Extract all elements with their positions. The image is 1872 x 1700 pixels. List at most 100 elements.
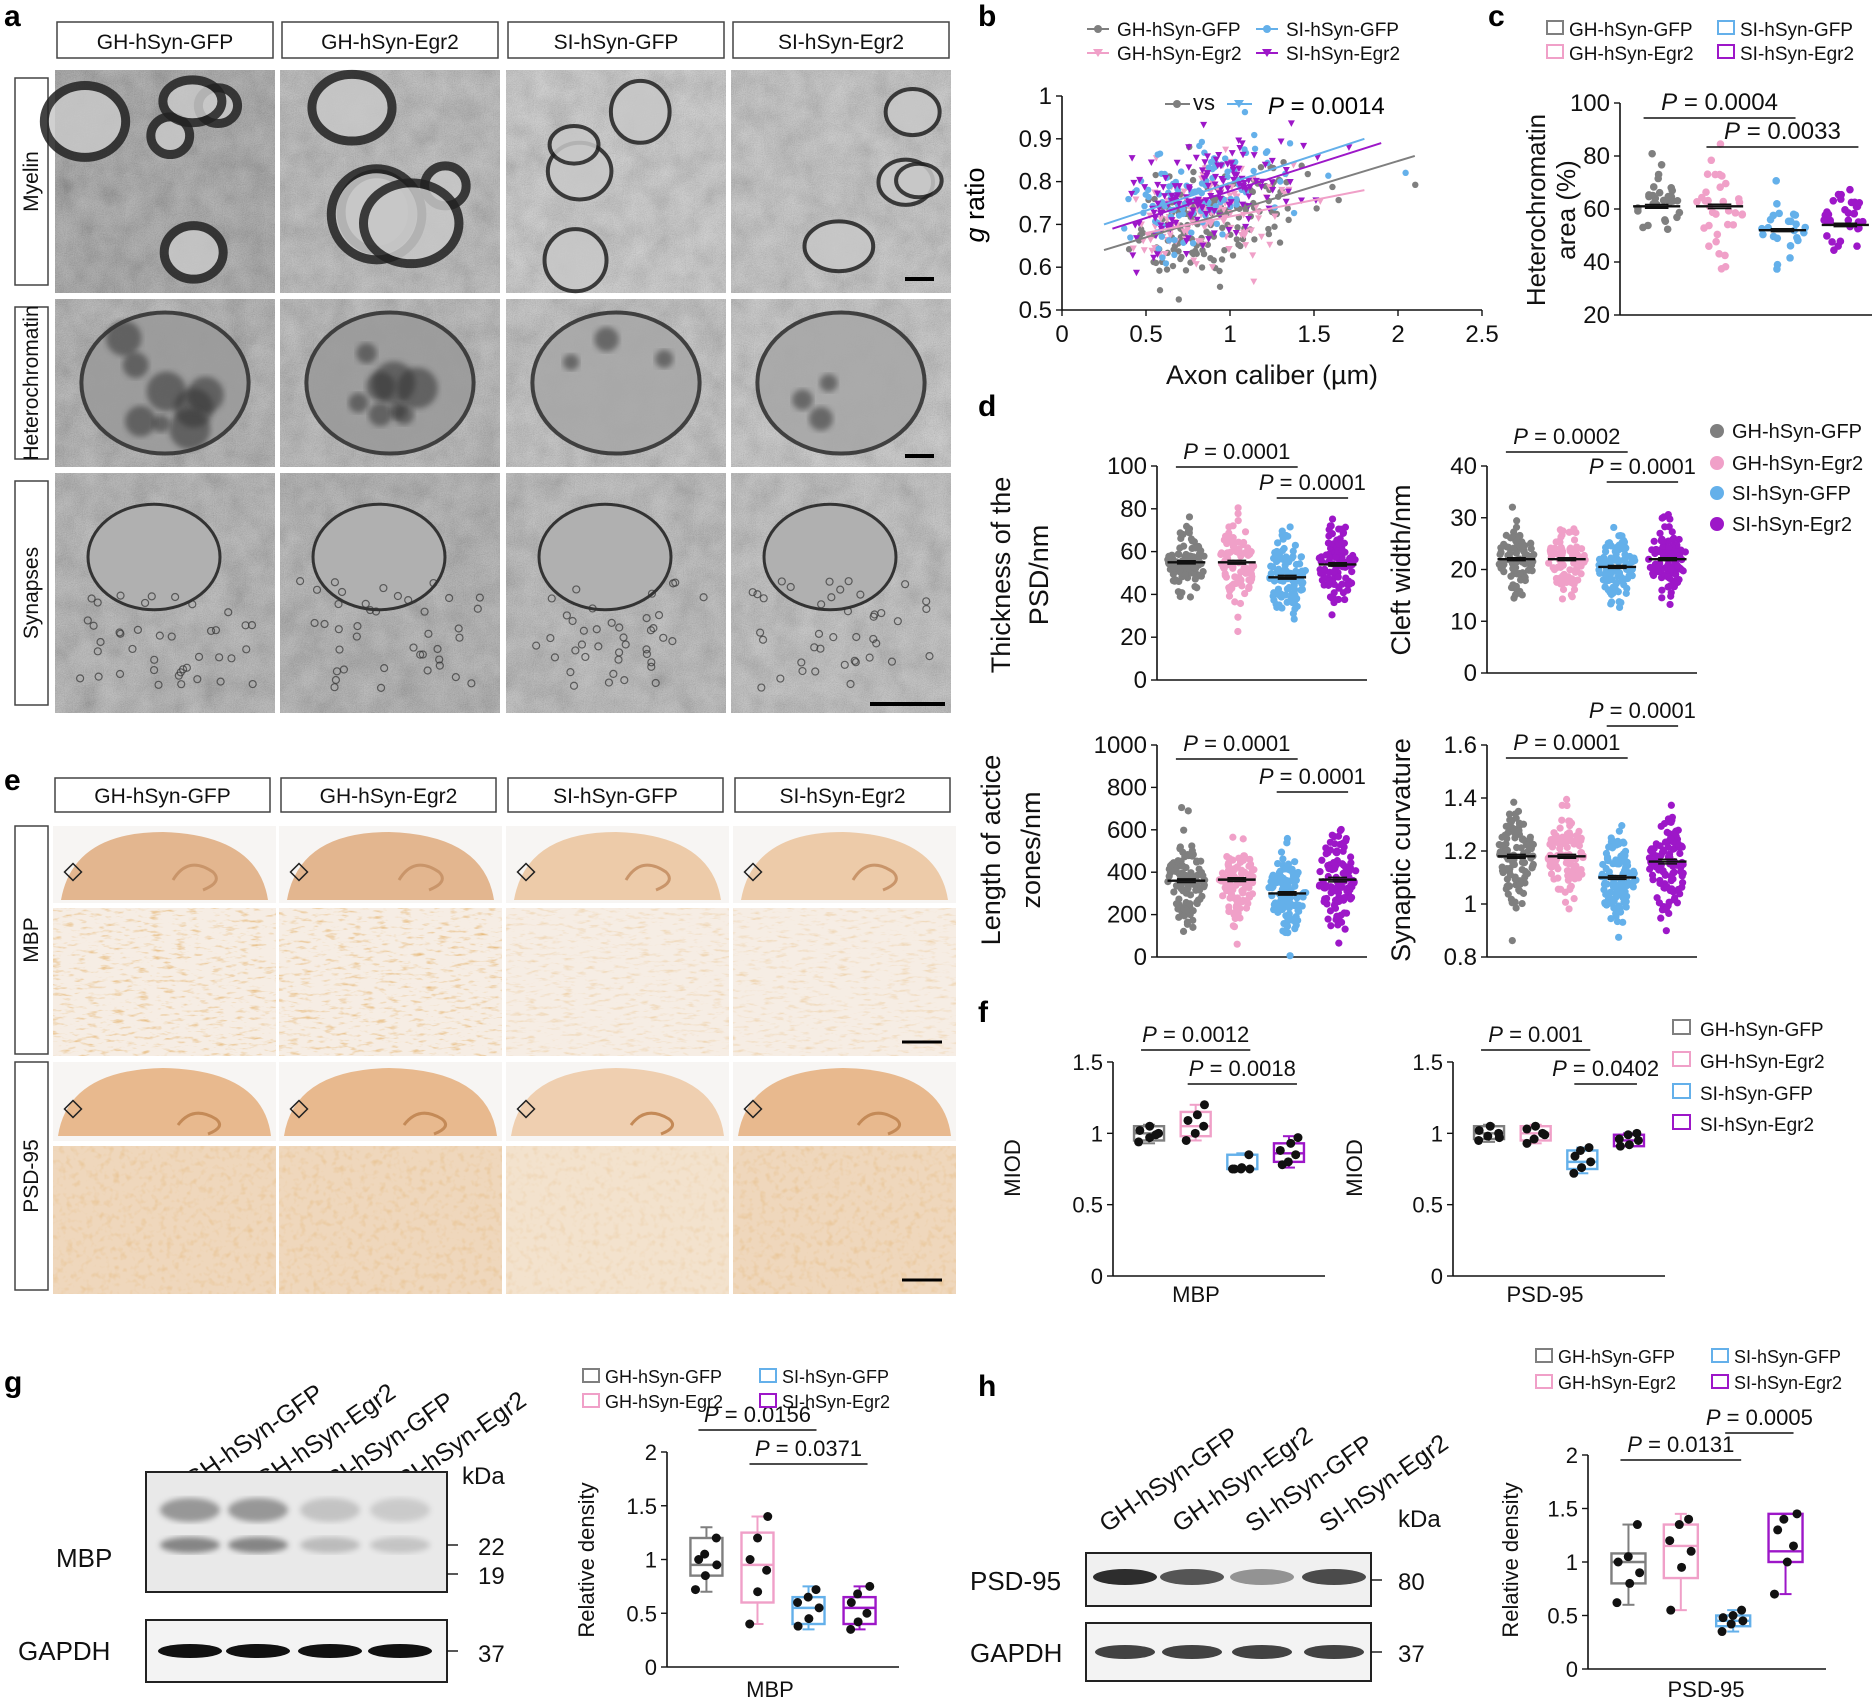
data-point	[1235, 854, 1243, 862]
y-axis-label-line2: PSD/nm	[1024, 525, 1054, 626]
comparison-0-label-val: = 0.0131	[1642, 1432, 1734, 1457]
data-point	[1232, 881, 1240, 889]
synaptic-vesicle	[171, 592, 180, 602]
data-point	[1236, 145, 1244, 152]
fit-line	[1103, 137, 1365, 226]
data-point	[1154, 151, 1161, 158]
hippocampus	[629, 1111, 675, 1136]
data-point	[1290, 209, 1298, 217]
data-point	[1290, 615, 1298, 623]
data-point	[1562, 795, 1571, 803]
synaptic-vesicle	[182, 663, 191, 672]
data-point	[1339, 869, 1347, 877]
data-point	[1275, 1145, 1285, 1155]
data-point	[1142, 191, 1149, 198]
data-point	[1291, 605, 1299, 613]
synaptic-vesicle	[393, 591, 403, 601]
data-point	[1326, 838, 1334, 846]
y-axis-label-line1: Thickness of the	[986, 477, 1016, 674]
data-point	[1151, 1130, 1161, 1140]
data-point	[1526, 835, 1534, 843]
synaptic-vesicle	[546, 633, 555, 643]
synaptic-vesicle	[87, 594, 96, 603]
comparison-1-label-p: P	[1259, 764, 1274, 789]
data-point	[1298, 585, 1306, 594]
synaptic-vesicle	[647, 589, 657, 598]
data-point	[1584, 1143, 1594, 1153]
data-point	[1284, 188, 1292, 196]
synaptic-vesicle	[404, 596, 413, 605]
data-point	[1167, 221, 1175, 229]
data-point	[1675, 208, 1684, 217]
legend-label: GH-hSyn-GFP	[1117, 20, 1241, 41]
data-point	[1225, 246, 1233, 253]
data-point	[1172, 220, 1180, 227]
synaptic-vesicle	[361, 599, 370, 608]
data-point	[1179, 530, 1187, 539]
data-point	[1666, 600, 1674, 609]
legend-label: GH-hSyn-Egr2	[1558, 1373, 1676, 1393]
data-point	[1338, 580, 1346, 588]
data-point	[1293, 1133, 1303, 1143]
data-point	[1286, 900, 1294, 908]
synaptic-vesicle	[445, 593, 454, 603]
data-point	[1329, 183, 1336, 191]
data-point	[1207, 221, 1215, 228]
data-point	[1279, 855, 1287, 863]
synaptic-vesicle	[811, 667, 820, 676]
data-point	[1325, 864, 1333, 873]
data-point	[1855, 198, 1864, 207]
ihc-overview-psd	[506, 1062, 729, 1141]
legend-label: GH-hSyn-Egr2	[605, 1392, 723, 1412]
blot-h: GH-hSyn-GFPGH-hSyn-Egr2SI-hSyn-GFPSI-hSy…	[970, 1421, 1453, 1682]
data-point	[1494, 1133, 1504, 1143]
myelin-sheath	[883, 86, 942, 138]
legend-label: SI-hSyn-Egr2	[1734, 1373, 1842, 1393]
data-point	[1339, 861, 1348, 869]
data-point	[1334, 573, 1342, 581]
legend-box	[582, 1368, 600, 1383]
synaptic-vesicle	[93, 647, 102, 656]
nucleus	[530, 310, 702, 456]
data-point	[1716, 183, 1724, 191]
panel-a-header-box	[281, 21, 499, 59]
hippocampus	[851, 863, 898, 892]
data-point	[1577, 570, 1585, 578]
data-point	[1233, 196, 1240, 203]
heterochromatin-spot	[106, 320, 142, 356]
data-point	[1225, 592, 1234, 600]
synaptic-vesicle	[310, 618, 319, 628]
comparison-0-label-p: P	[1183, 439, 1198, 464]
data-point	[745, 1619, 755, 1629]
data-point	[1291, 1150, 1301, 1160]
synaptic-vesicle	[843, 607, 853, 616]
data-point	[1518, 899, 1526, 908]
panel-e-header-box	[54, 777, 271, 813]
data-point	[1509, 564, 1517, 573]
data-point	[1171, 183, 1179, 190]
synaptic-vesicle	[352, 632, 361, 641]
data-point	[1561, 898, 1570, 906]
data-point	[1228, 160, 1236, 167]
data-point	[1250, 278, 1258, 286]
data-point	[1557, 837, 1565, 845]
data-point	[1168, 860, 1176, 869]
data-point	[1595, 555, 1604, 563]
synaptic-vesicle	[424, 629, 433, 638]
legend-marker	[1262, 49, 1272, 57]
nucleus	[755, 310, 927, 456]
data-point	[1207, 254, 1214, 262]
x-axis-label: PSD-95	[1667, 1677, 1744, 1700]
data-point	[1226, 855, 1234, 863]
data-point	[1540, 1130, 1550, 1140]
data-point	[1729, 221, 1738, 229]
blot-h-row-label: GAPDH	[970, 1638, 1062, 1668]
data-point	[1170, 246, 1177, 253]
data-point	[1203, 170, 1211, 177]
data-point	[1577, 1163, 1587, 1173]
data-point	[1203, 228, 1210, 235]
blot-h-band-gapdh	[1304, 1645, 1364, 1659]
data-point	[1198, 870, 1206, 878]
comparison-0-label-p: P	[1513, 730, 1528, 755]
